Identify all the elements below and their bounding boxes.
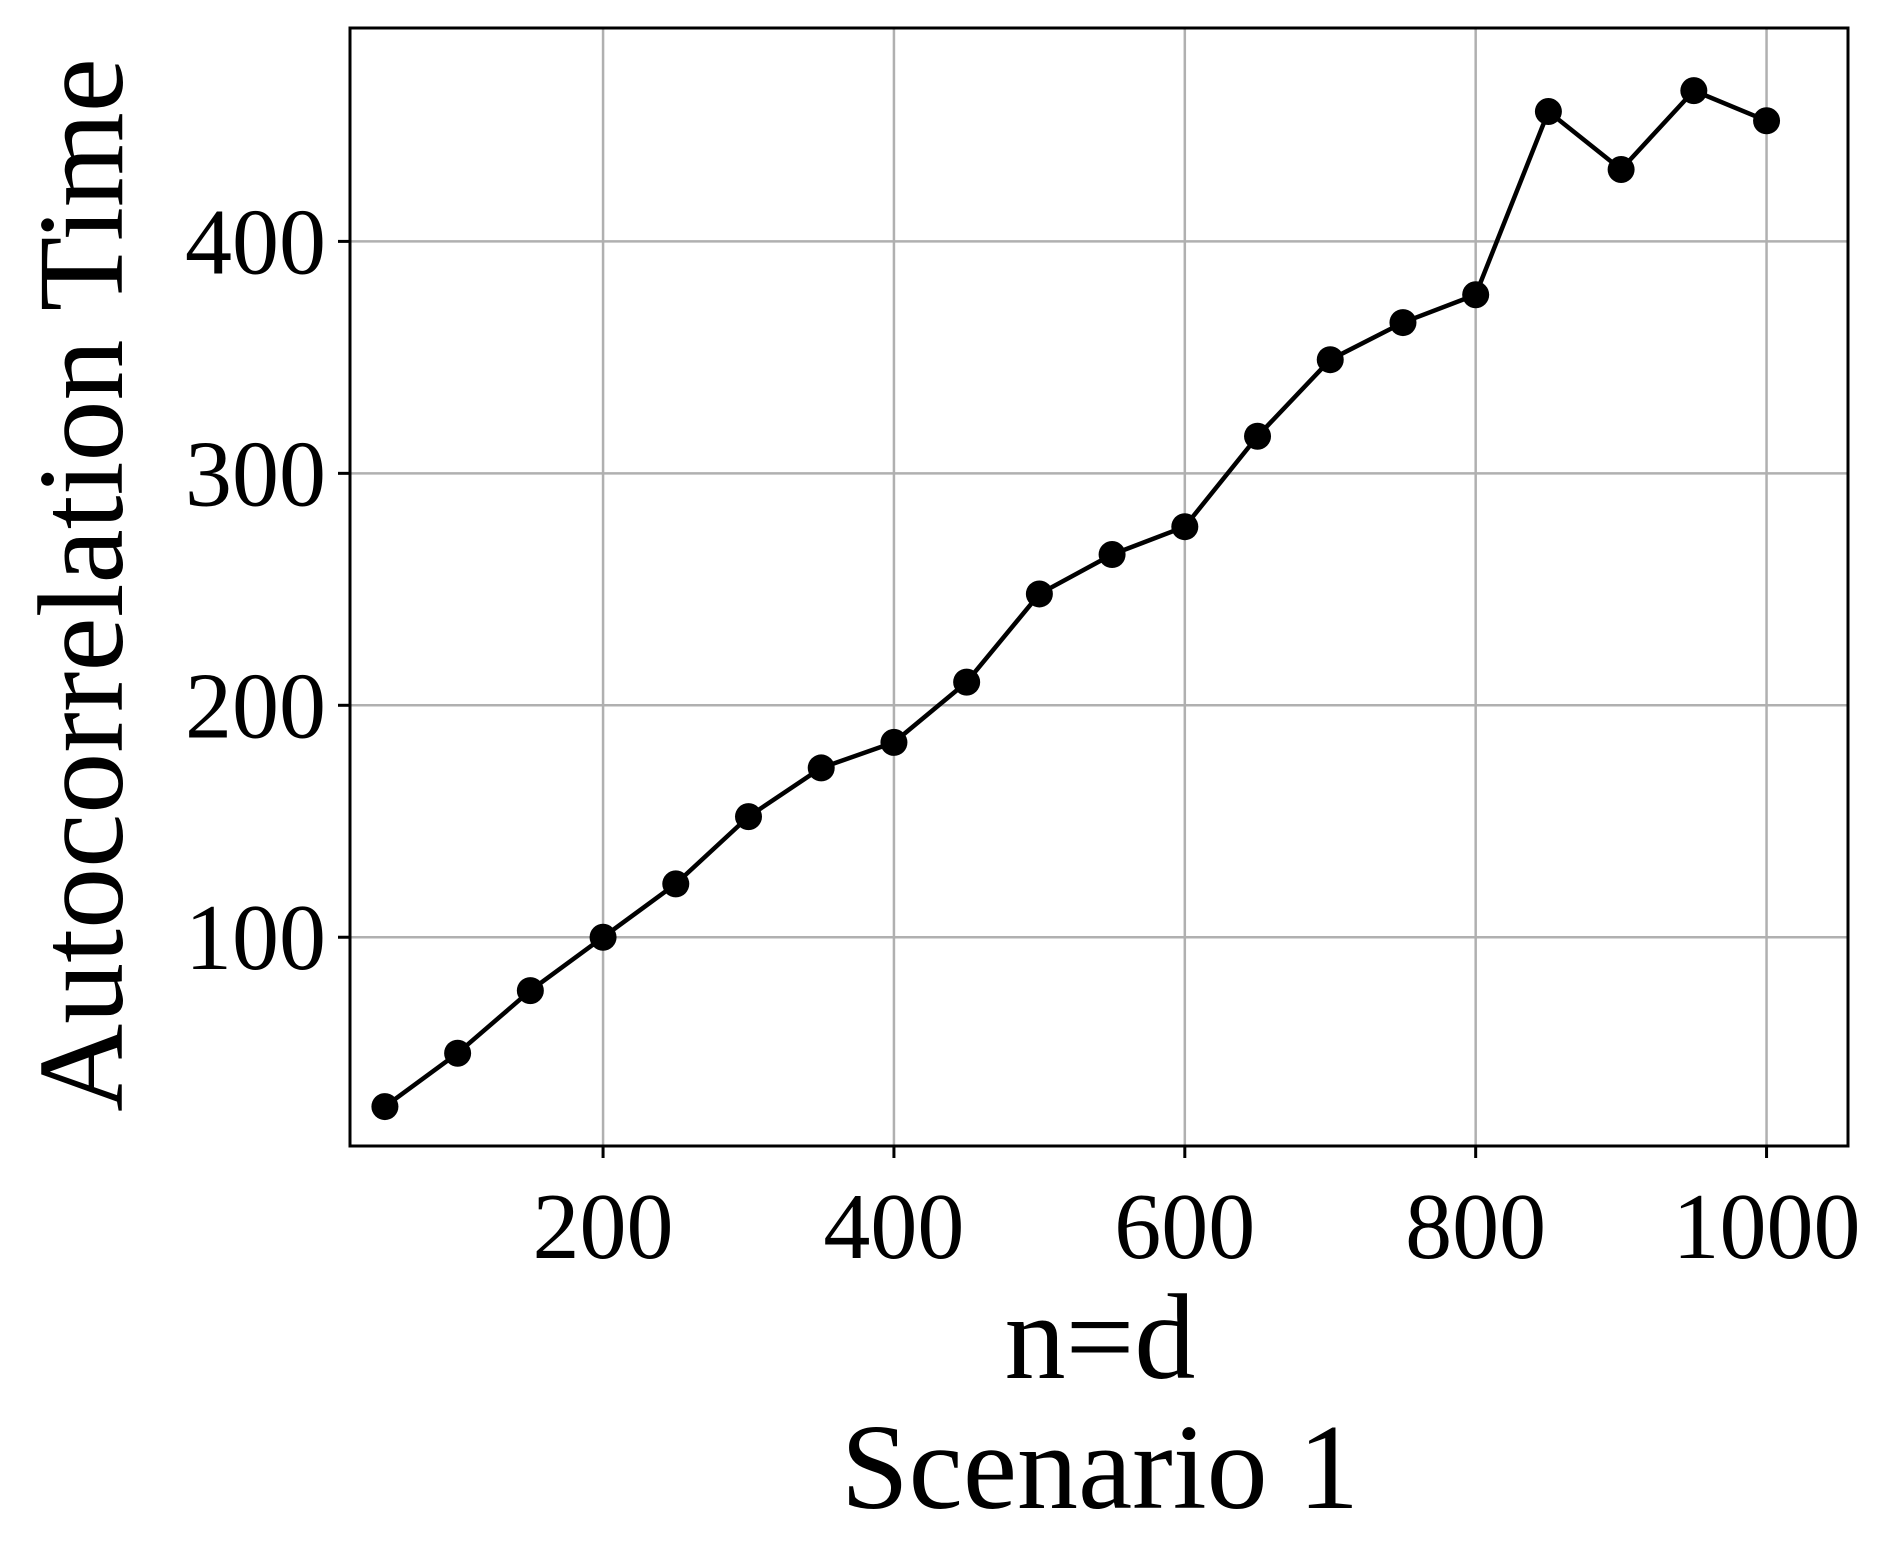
- data-point: [1244, 422, 1272, 450]
- data-point: [1098, 541, 1126, 569]
- y-axis-label: Autocorrelation Time: [14, 58, 149, 1112]
- chart-caption: Scenario 1: [841, 1400, 1359, 1535]
- x-tick-label: 200: [533, 1175, 674, 1279]
- data-point: [1171, 513, 1199, 541]
- data-point: [1753, 107, 1781, 135]
- data-point: [807, 754, 835, 782]
- data-point: [662, 870, 690, 898]
- x-tick-label: 400: [823, 1175, 964, 1279]
- data-point: [444, 1039, 472, 1067]
- x-tick-label: 600: [1114, 1175, 1255, 1279]
- data-point: [516, 977, 544, 1005]
- data-point: [734, 803, 762, 831]
- data-point: [1389, 309, 1417, 337]
- plot-frame: [348, 26, 1850, 1148]
- y-tick-label: 200: [185, 654, 326, 758]
- data-point: [1680, 77, 1708, 105]
- axis-ticks: 200 400 600 800 1000 100 200 300 400: [185, 190, 1861, 1279]
- data-point: [880, 728, 908, 756]
- data-point: [1316, 346, 1344, 374]
- data-series: [371, 77, 1781, 1121]
- series-line: [383, 88, 1768, 1109]
- data-point: [371, 1093, 399, 1121]
- data-point: [953, 668, 981, 696]
- y-tick-label: 100: [185, 886, 326, 990]
- y-tick-label: 300: [185, 422, 326, 526]
- x-tick-label: 800: [1405, 1175, 1546, 1279]
- data-point: [1462, 281, 1490, 309]
- grid-lines: [350, 28, 1848, 1146]
- x-axis-label: n=d: [1005, 1270, 1196, 1405]
- data-point: [1607, 155, 1635, 183]
- y-tick-label: 400: [185, 190, 326, 294]
- x-tick-label: 1000: [1673, 1175, 1861, 1279]
- data-point: [1025, 580, 1053, 608]
- data-point: [589, 923, 617, 951]
- data-point: [1534, 98, 1562, 126]
